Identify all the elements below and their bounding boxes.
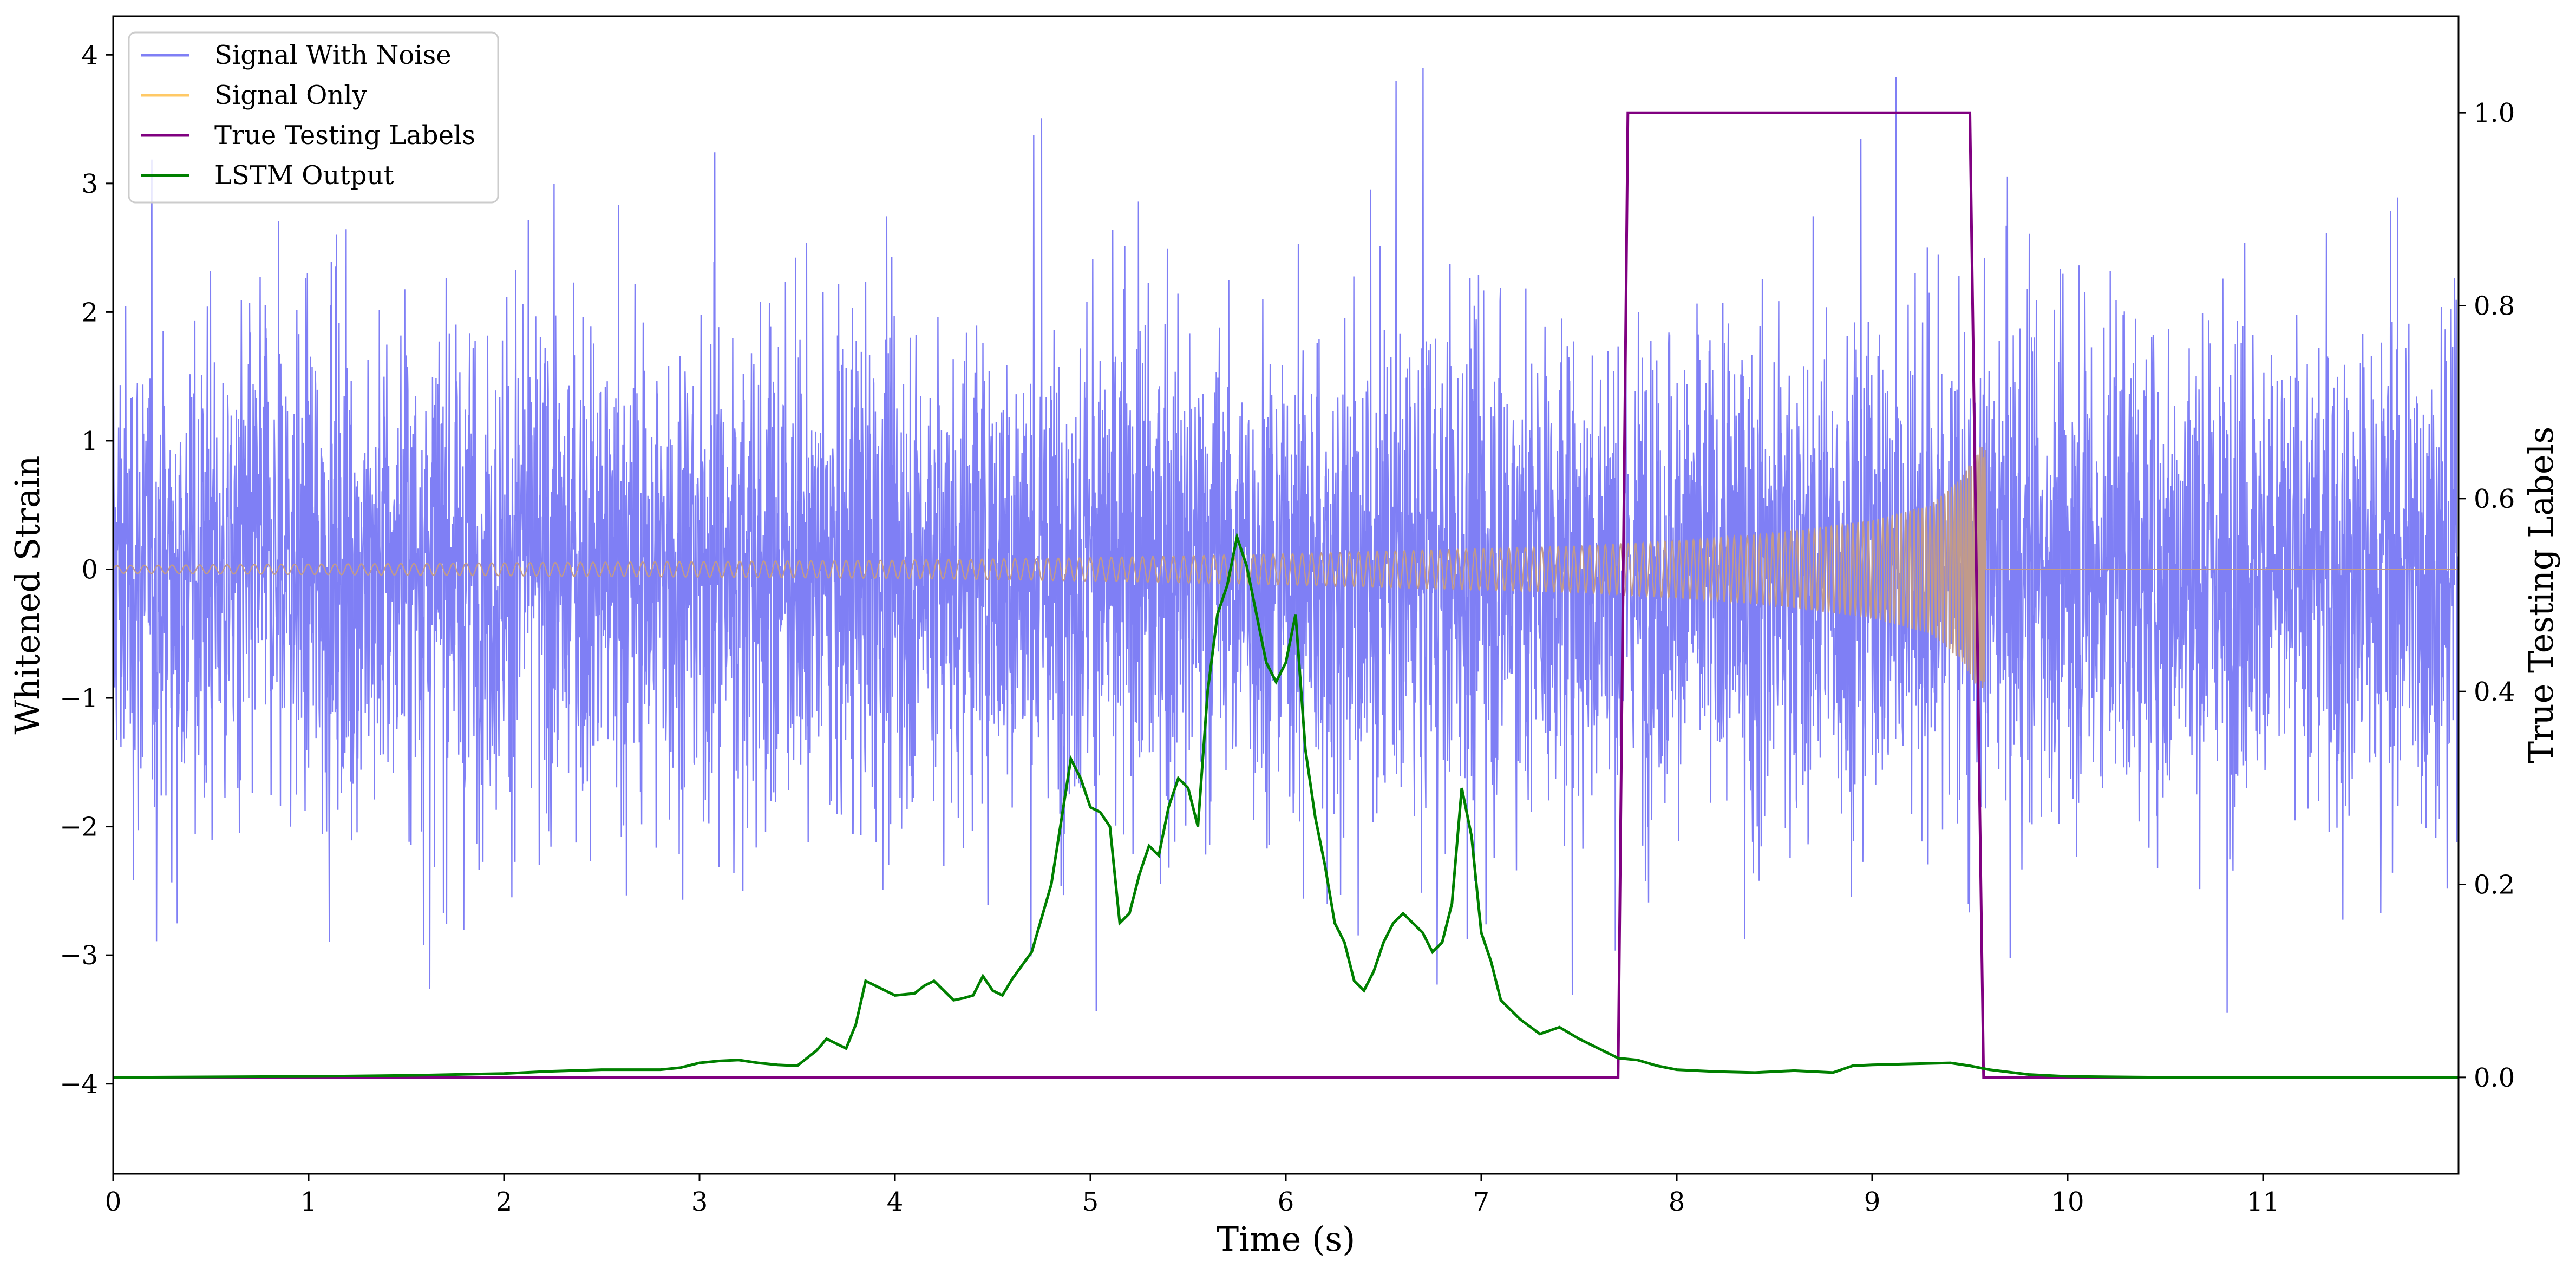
legend: Signal With Noise Signal Only True Testing… <box>128 31 499 204</box>
x-tick-label: 6 <box>1278 1187 1294 1217</box>
legend-label: LSTM Output <box>214 160 394 191</box>
y-tick-label: 2 <box>81 297 98 328</box>
y-tick-label: −4 <box>60 1069 98 1100</box>
plot-area <box>113 67 2459 1079</box>
x-tick-label: 8 <box>1669 1187 1685 1217</box>
y2-tick-label: 0.8 <box>2474 291 2515 322</box>
x-tick-label: 11 <box>2246 1187 2279 1217</box>
y-tick-label: 0 <box>81 554 98 585</box>
x-tick-label: 2 <box>496 1187 513 1217</box>
y2-tick-label: 1.0 <box>2474 98 2515 128</box>
y-tick-label: 1 <box>81 426 98 456</box>
y-axis-label: Whitened Strain <box>8 456 47 735</box>
y2-tick-label: 0.0 <box>2474 1063 2515 1093</box>
x-tick-label: 3 <box>691 1187 708 1217</box>
y2-tick-label: 0.6 <box>2474 484 2515 514</box>
legend-label: True Testing Labels <box>214 120 475 151</box>
x-axis-label: Time (s) <box>1217 1219 1356 1259</box>
legend-label: Signal Only <box>214 80 367 110</box>
y2-tick-label: 0.2 <box>2474 870 2515 900</box>
axis-ticks: 0 1 2 3 4 5 6 7 8 9 10 11 −4 −3 −2 −1 0 1 2 3 4 0.0 0.2 0.4 0.6 0… <box>60 40 2515 1217</box>
legend-box <box>128 31 499 204</box>
legend-label: Signal With Noise <box>214 40 452 70</box>
y-tick-label: 3 <box>81 169 98 199</box>
y2-axis-label: True Testing Labels <box>2521 427 2561 764</box>
x-tick-label: 7 <box>1473 1187 1490 1217</box>
x-tick-label: 5 <box>1082 1187 1099 1217</box>
x-tick-label: 0 <box>105 1187 122 1217</box>
y2-tick-label: 0.4 <box>2474 677 2515 707</box>
x-tick-label: 4 <box>887 1187 904 1217</box>
signal-only-line <box>113 447 2459 689</box>
x-tick-label: 1 <box>300 1187 317 1217</box>
lstm-output-line <box>113 532 2459 1079</box>
y-tick-label: 4 <box>81 40 98 70</box>
signal-with-noise-line <box>113 67 2459 1013</box>
x-tick-label: 10 <box>2051 1187 2084 1217</box>
y-tick-label: −2 <box>60 812 98 842</box>
x-tick-label: 9 <box>1864 1187 1881 1217</box>
y-tick-label: −3 <box>60 940 98 971</box>
y-tick-label: −1 <box>60 683 98 714</box>
